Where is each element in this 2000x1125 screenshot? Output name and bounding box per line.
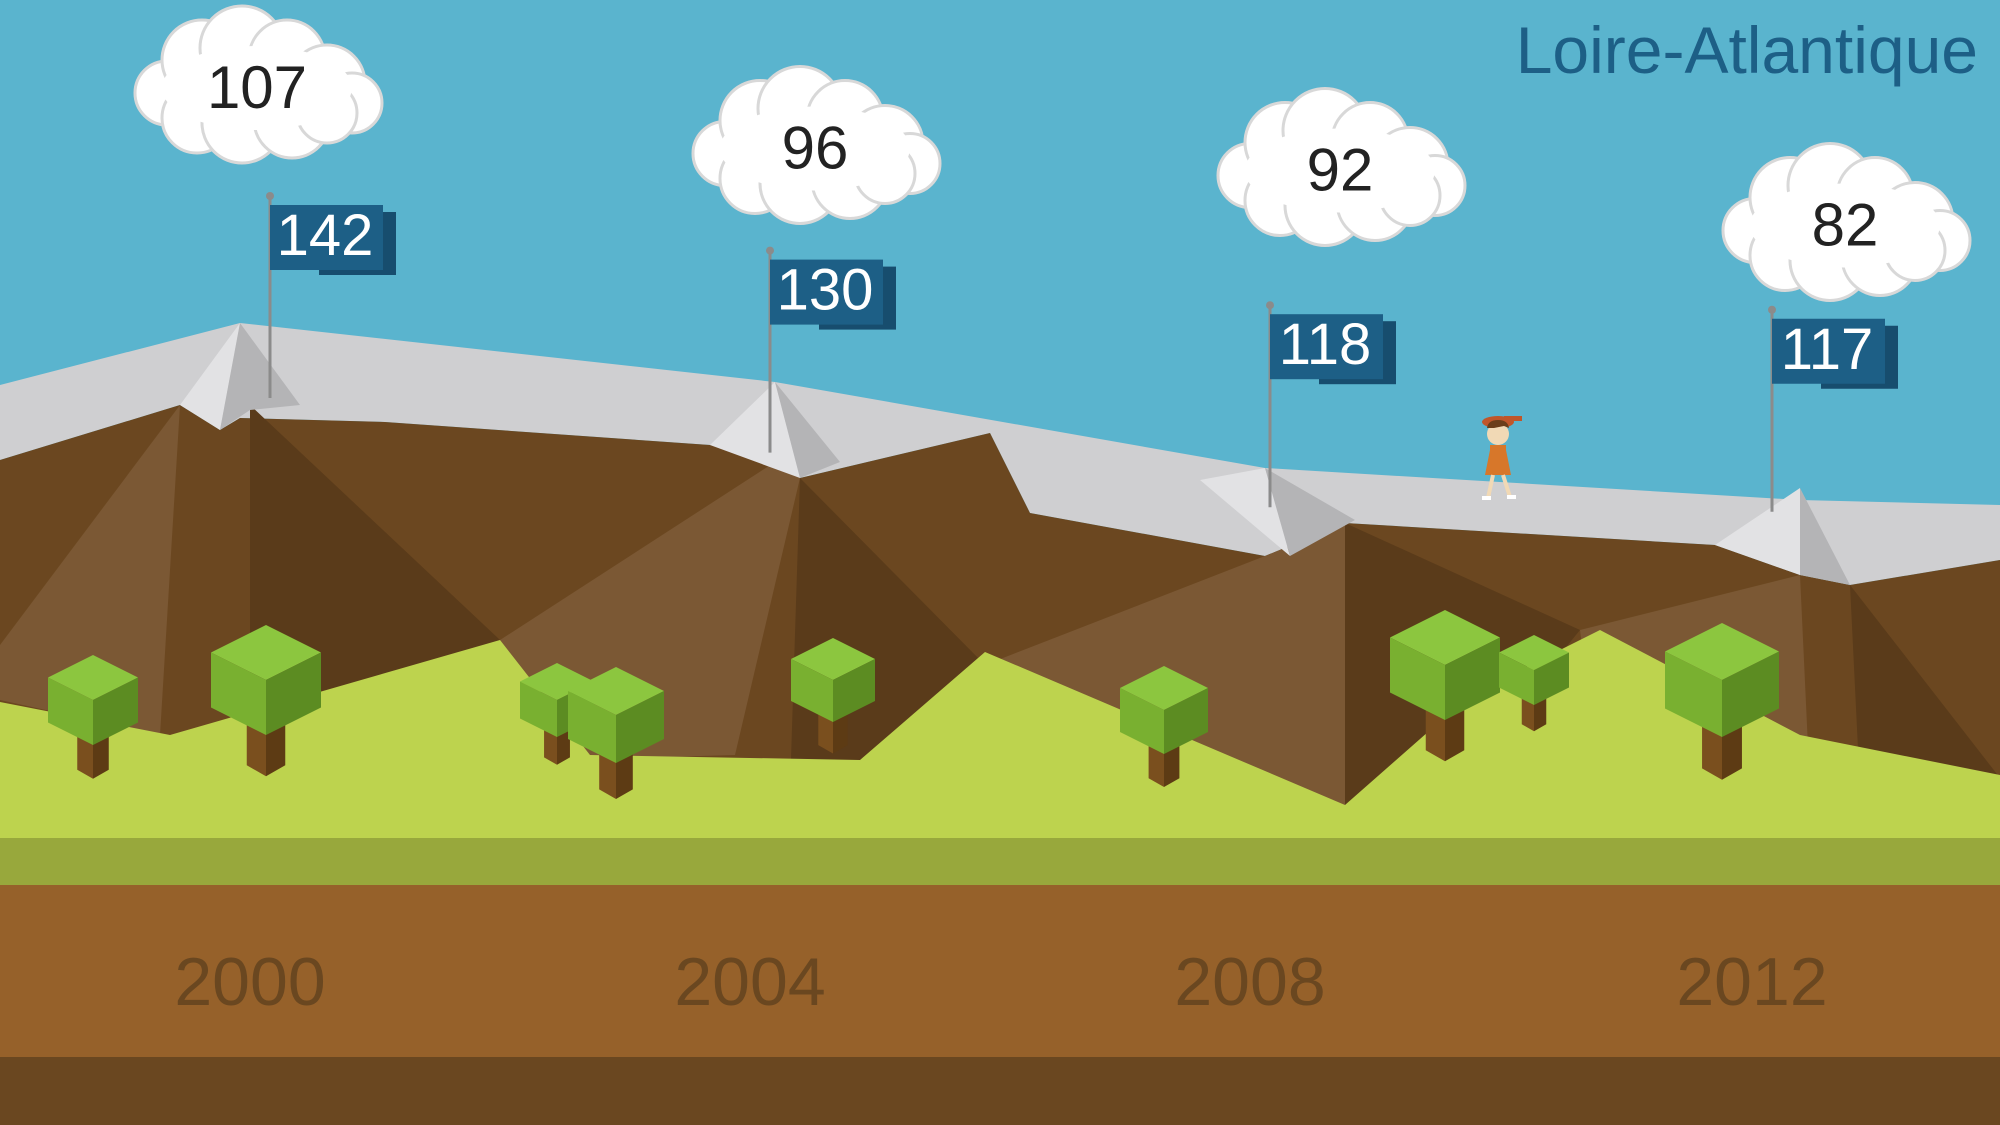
- cloud-label: 92: [1307, 137, 1374, 204]
- snow-ridge: [0, 323, 2000, 585]
- cloud-label: 82: [1812, 192, 1879, 259]
- hiker-figure: [1482, 416, 1522, 500]
- flag-pole-top: [266, 192, 274, 200]
- tree-canopy-right: [1164, 688, 1208, 754]
- cloud-label: 96: [782, 115, 849, 182]
- tree: [1390, 610, 1500, 762]
- cloud-body: [720, 106, 910, 191]
- flag-label: 130: [777, 258, 874, 323]
- year-label: 2012: [1676, 944, 1827, 1020]
- year-label: 2008: [1174, 944, 1325, 1020]
- tree-canopy-left: [1665, 651, 1722, 737]
- tree-canopy-right: [266, 652, 321, 735]
- tree-canopy-left: [791, 659, 833, 722]
- flag-label: 118: [1279, 312, 1371, 377]
- tree: [211, 625, 321, 777]
- trees: [48, 610, 1779, 799]
- tree-canopy-right: [1722, 651, 1779, 737]
- cloud-body: [162, 46, 352, 130]
- chart-title: Loire-Atlantique: [1516, 13, 1978, 87]
- mountain-face-dark: [1850, 585, 2000, 790]
- year-label: 2000: [174, 944, 325, 1020]
- year-label: 2004: [674, 944, 825, 1020]
- tree-canopy-left: [1390, 637, 1445, 720]
- snow-cap: [1800, 488, 1850, 585]
- tree: [791, 638, 875, 754]
- soil-layer: [0, 885, 2000, 1057]
- tree: [1120, 666, 1208, 787]
- flag-banner: [1772, 318, 1885, 384]
- flag-marker: 118: [1266, 301, 1396, 508]
- snow-cap: [220, 323, 300, 430]
- snow-caps: [180, 323, 1850, 585]
- tree-canopy-right: [1534, 652, 1569, 705]
- flag-markers: 142 130 118 117: [266, 192, 1898, 512]
- tree-canopy-left: [568, 691, 616, 763]
- grass-band: [0, 838, 2000, 885]
- tree: [1499, 635, 1569, 732]
- flag-banner: [270, 205, 383, 270]
- tree-canopy-left: [1120, 688, 1164, 754]
- flag-pole-top: [766, 246, 774, 255]
- flag-banner: [770, 259, 883, 325]
- cloud-markers: 107 96 92 82: [133, 4, 1972, 302]
- tree-canopy-right: [93, 677, 138, 745]
- mountain-face-light: [0, 405, 180, 735]
- flag-pole-top: [1768, 305, 1776, 314]
- cloud-marker: 82: [1721, 142, 1972, 302]
- tree-canopy-left: [211, 652, 266, 735]
- cloud-body: [1750, 183, 1940, 268]
- cloud-marker: 96: [691, 65, 942, 225]
- tree-canopy-left: [520, 681, 557, 737]
- snow-cap: [1200, 468, 1290, 556]
- tree-canopy-right: [833, 659, 875, 722]
- snow-cap: [1265, 468, 1355, 556]
- flag-banner: [1270, 314, 1383, 380]
- flag-pole-top: [1266, 301, 1274, 310]
- flag-marker: 130: [766, 246, 896, 453]
- cloud-label: 107: [207, 54, 307, 121]
- soil-bottom: [0, 1057, 2000, 1125]
- flag-label: 117: [1781, 317, 1873, 382]
- snow-cap: [775, 382, 840, 478]
- tree-canopy-left: [48, 677, 93, 745]
- tree-canopy-right: [1445, 637, 1500, 720]
- cloud-marker: 92: [1216, 87, 1467, 247]
- cloud-marker: 107: [133, 4, 384, 165]
- tree: [48, 655, 138, 779]
- snow-cap: [1715, 488, 1800, 575]
- snow-cap: [710, 382, 800, 478]
- year-axis: 2000 2004 2008 2012: [174, 944, 1827, 1020]
- flag-marker: 142: [266, 192, 396, 398]
- tree: [1665, 623, 1779, 780]
- tree-canopy-left: [1499, 652, 1534, 705]
- tree-canopy-right: [616, 691, 664, 763]
- cloud-body: [1245, 128, 1435, 213]
- tree: [568, 667, 664, 799]
- flag-label: 142: [277, 203, 374, 268]
- flag-marker: 117: [1768, 305, 1898, 512]
